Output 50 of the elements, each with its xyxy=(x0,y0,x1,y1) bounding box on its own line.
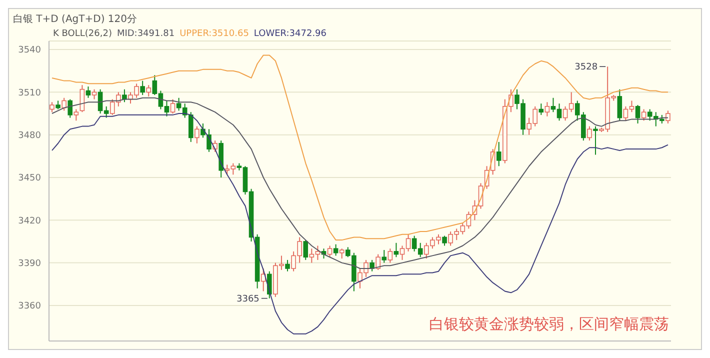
legend-title: K BOLL(26,2) xyxy=(53,29,112,39)
candlestick xyxy=(617,88,622,122)
text: UPPER:3510.65 xyxy=(180,29,249,39)
y-tick-label: 3420 xyxy=(18,216,42,226)
candlestick xyxy=(333,244,338,256)
candlestick xyxy=(303,240,308,260)
candlestick xyxy=(50,102,54,113)
candlestick xyxy=(62,97,66,112)
candlestick xyxy=(146,84,152,97)
candlestick xyxy=(68,98,73,118)
chart-title: 白银 T+D (AgT+D) 120分 xyxy=(13,13,137,26)
y-tick-label: 3360 xyxy=(18,302,42,312)
candlestick xyxy=(370,259,374,272)
text: MID:3491.81 xyxy=(116,29,175,39)
annotation: 3528 xyxy=(574,62,598,73)
candlestick xyxy=(140,80,145,96)
candlestick xyxy=(194,126,200,144)
candlestick xyxy=(122,88,127,103)
y-tick-label: 3540 xyxy=(18,46,42,56)
candlestick xyxy=(206,128,212,152)
candlestick xyxy=(593,126,598,156)
candlestick xyxy=(666,110,670,124)
candlestick xyxy=(641,108,646,122)
text: LOWER:3472.96 xyxy=(254,29,327,39)
annotation: 白银较黄金涨势较弱，区间窄幅震荡 xyxy=(429,315,669,334)
y-tick-label: 3450 xyxy=(18,174,42,184)
candlestick xyxy=(382,250,387,264)
line-series xyxy=(52,54,668,241)
y-tick-label: 3480 xyxy=(18,131,42,142)
candlestick xyxy=(635,104,640,124)
candlestick xyxy=(339,248,344,260)
candlestick xyxy=(80,84,85,113)
candlestick xyxy=(538,103,544,116)
candlestick xyxy=(394,242,399,258)
candlestick xyxy=(170,98,176,114)
candlestick xyxy=(267,270,272,299)
candlestick xyxy=(376,254,380,270)
candlestick xyxy=(285,259,290,272)
candlestick xyxy=(442,235,447,246)
annotation: 3365 xyxy=(236,294,260,304)
candlestick xyxy=(92,88,97,100)
candlestick xyxy=(327,245,332,258)
candlestick xyxy=(544,102,550,117)
candlestick xyxy=(496,141,502,167)
y-tick-label: 3390 xyxy=(18,258,42,269)
y-tick-label: 3510 xyxy=(18,88,42,98)
candlestick xyxy=(587,126,592,142)
candlestick xyxy=(74,108,79,122)
candlestick xyxy=(86,86,91,98)
candlestick xyxy=(388,248,393,264)
